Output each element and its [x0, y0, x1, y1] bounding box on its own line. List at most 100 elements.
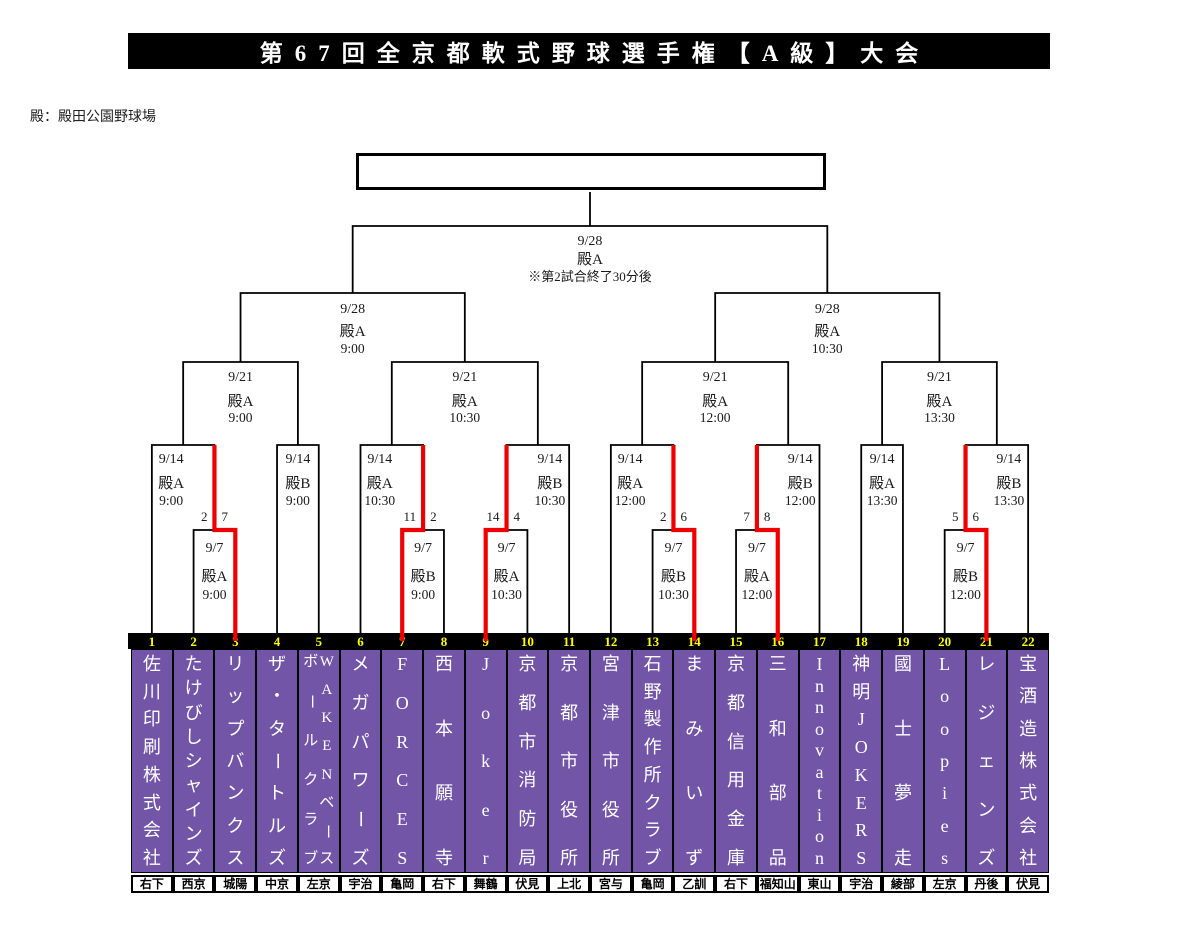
quarterfinal-time-label: 12:00	[700, 410, 731, 425]
round16-date-label: 9/14	[285, 452, 310, 467]
team-number: 18	[854, 634, 868, 649]
team-number: 14	[687, 634, 701, 649]
team-name-char: ル	[303, 732, 319, 749]
team-name-char: ラ	[303, 811, 319, 828]
team-region-label: 城陽	[214, 875, 257, 893]
first-round-time-label: 10:30	[491, 587, 522, 602]
team-name-char: し	[184, 726, 203, 747]
first-round-time-label: 9:00	[202, 587, 226, 602]
team-name-char: ン	[977, 799, 996, 820]
final-note-label: ※第2試合終了30分後	[528, 269, 652, 284]
tournament-title-bar: 第67回全京都軟式野球選手権【A級】大会	[128, 33, 1050, 69]
first-round-date-label: 9/7	[206, 541, 224, 556]
semifinal-venue-label: 殿A	[340, 324, 366, 340]
semifinal-date-label: 9/28	[340, 302, 365, 317]
team-cell: 石野製作所クラブ	[631, 649, 674, 873]
round16-time-label: 10:30	[534, 493, 565, 508]
team-name-char: ボ	[303, 654, 319, 670]
team-name: まみいず	[674, 655, 714, 867]
team-name-char: 川	[142, 681, 161, 702]
team-name-char: ッ	[226, 686, 245, 707]
team-region-label: 宇治	[840, 875, 883, 893]
team-name-column: ボールクラブ	[303, 654, 319, 867]
semifinal-date-label: 9/28	[815, 302, 840, 317]
bracket-line	[359, 444, 424, 634]
winner-path	[400, 445, 426, 641]
team-name-char: ク	[643, 792, 662, 813]
team-number: 21	[979, 634, 993, 649]
team-name-char: 部	[768, 783, 787, 804]
team-region-label: 綾部	[882, 875, 924, 893]
venue-note: 殿：殿田公園野球場	[30, 110, 156, 125]
team-name-char: ャ	[184, 775, 203, 796]
bracket-line	[401, 529, 445, 634]
team-name-char: レ	[977, 654, 996, 674]
team-name-char: 京	[727, 654, 746, 674]
round16-time-label: 13:30	[993, 493, 1024, 508]
team-region-label: 東山	[798, 875, 841, 893]
team-name-char: 式	[142, 792, 161, 813]
team-number: 19	[896, 634, 910, 649]
semifinal-venue-label: 殿A	[814, 324, 840, 340]
round16-venue-label: 殿A	[617, 476, 643, 492]
team-name-char: R	[396, 731, 409, 752]
quarterfinal-time-label: 10:30	[449, 410, 480, 425]
team-name-char: 金	[727, 809, 746, 830]
team-name-char: ズ	[977, 848, 996, 868]
team-name-char: 印	[142, 709, 161, 730]
team-name-char: 石	[643, 654, 662, 674]
team-number: 13	[646, 634, 660, 649]
first-round-left-score: 14	[487, 509, 501, 524]
team-region-label: 左京	[923, 875, 966, 893]
team-cell: 佐川印刷株式会社	[131, 649, 173, 873]
team-name-char: N	[321, 766, 333, 783]
team-name: ザ・タートルズ	[257, 655, 297, 867]
quarterfinal-venue-label: 殿A	[452, 394, 478, 410]
team-number: 1	[148, 634, 156, 649]
team-number: 17	[812, 634, 826, 649]
team-name-char: 西	[434, 654, 453, 674]
team-name-char: J	[857, 709, 865, 730]
team-region-label: 上北	[548, 875, 590, 893]
first-round-right-score: 4	[514, 509, 521, 524]
team-name-char: び	[184, 702, 203, 723]
team-number: 12	[604, 634, 618, 649]
team-name-char: ブ	[303, 850, 319, 867]
team-name-char: い	[685, 783, 704, 804]
round16-venue-label: 殿B	[537, 476, 562, 492]
team-name-char: O	[854, 737, 868, 758]
team-name-char: i	[942, 783, 948, 804]
round16-venue-label: 殿B	[285, 476, 310, 492]
bracket-line	[239, 292, 466, 362]
bracket-line	[860, 444, 904, 634]
first-round-left-score: 7	[743, 509, 750, 524]
team-region-label: 左京	[297, 875, 340, 893]
team-cell: 宝酒造株式会社	[1007, 649, 1049, 873]
team-number: 7	[398, 634, 406, 649]
team-name: 京都市役所	[549, 655, 589, 867]
team-name-char: プ	[226, 718, 245, 739]
team-name-char: L	[939, 654, 951, 674]
team-name-column: メガパワーズ	[350, 655, 370, 868]
team-name-char: ズ	[351, 847, 370, 868]
team-number: 3	[232, 634, 239, 649]
team-name-column: 京都市消防局	[518, 655, 536, 867]
bracket-line	[150, 444, 216, 634]
team-name-char: 士	[893, 718, 912, 739]
team-name-char: 作	[643, 737, 662, 758]
team-name-char: I	[816, 654, 823, 674]
team-name-char: ズ	[184, 848, 203, 868]
team-name-char: 神	[852, 654, 871, 674]
first-round-left-score: 2	[660, 509, 667, 524]
team-name-char: 株	[1019, 750, 1038, 771]
team-name-char: ラ	[643, 820, 662, 841]
team-name-column: 京都信用金庫	[727, 655, 745, 867]
team-name-char: 役	[560, 799, 579, 820]
team-number: 6	[357, 634, 364, 649]
